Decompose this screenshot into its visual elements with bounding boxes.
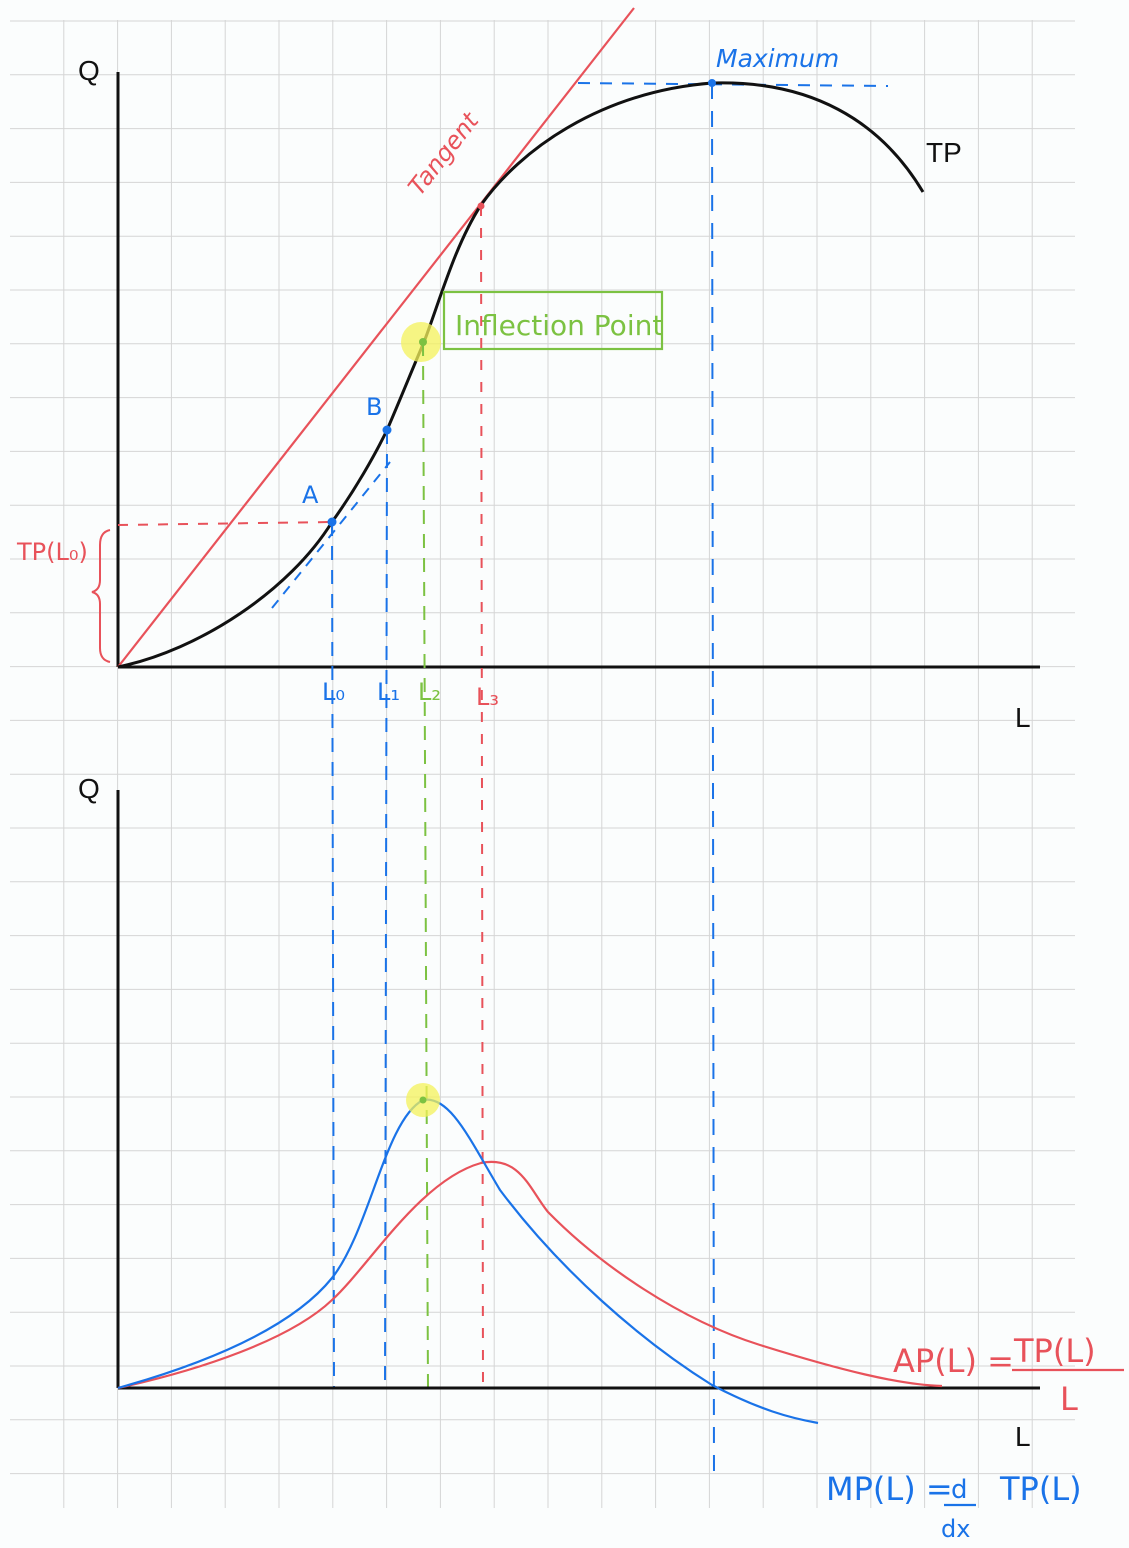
l0-guide <box>331 521 335 1389</box>
l0-label: L₀ <box>322 678 345 706</box>
l1-label: L₁ <box>377 678 400 706</box>
ap-curve <box>117 1160 943 1390</box>
tp-l0-brace <box>91 529 111 663</box>
mp-formula-d-num: d <box>951 1475 968 1505</box>
top-x-axis-label: L <box>1015 702 1031 733</box>
tp-l0-label: TP(L₀) <box>16 538 88 566</box>
mp-formula: MP(L) = d dx TP(L) <box>826 1470 1082 1543</box>
l3-label: L₃ <box>476 683 499 711</box>
inflection-label: Inflection Point <box>455 309 663 342</box>
tangent-label: Tangent <box>403 106 486 201</box>
tp-l0-level-line <box>117 521 333 526</box>
top-y-axis-label: Q <box>78 55 100 86</box>
tp-curve-label: TP <box>926 137 962 168</box>
inflection-label-box <box>442 290 664 351</box>
vertical-guides <box>331 82 715 1481</box>
l2-label: L₂ <box>418 678 441 706</box>
mp-formula-lhs: MP(L) = <box>826 1470 953 1508</box>
mp-curve <box>117 1098 819 1425</box>
ap-formula-denominator: L <box>1060 1380 1078 1418</box>
point-b-label: B <box>366 393 382 421</box>
tp-curve <box>117 81 925 669</box>
grid <box>10 20 1075 1508</box>
maximum-label: Maximum <box>716 44 839 73</box>
ap-formula: AP(L) = TP(L) L <box>893 1332 1124 1418</box>
point-a-label: A <box>302 481 319 509</box>
mp-formula-rhs: TP(L) <box>999 1470 1082 1508</box>
bottom-panel: Q L AP(L) = TP(L) L MP(L) = d dx TP(L) <box>78 773 1124 1543</box>
l1-guide <box>384 429 388 1389</box>
tangent-at-a <box>271 461 391 609</box>
ap-formula-lhs: AP(L) = <box>893 1342 1014 1380</box>
bottom-x-axis-label: L <box>1015 1421 1031 1452</box>
maximum-guide <box>711 82 715 1481</box>
tangent-line <box>117 7 635 668</box>
l2-guide <box>422 341 429 1389</box>
mp-formula-d-den: dx <box>941 1515 970 1543</box>
ap-formula-numerator: TP(L) <box>1013 1332 1096 1370</box>
bottom-y-axis-label: Q <box>78 773 100 804</box>
mp-peak-dot <box>419 1096 427 1104</box>
top-panel: Q L TP Maximum Tangent Inflection Point … <box>16 7 1040 733</box>
l3-guide <box>480 205 484 1389</box>
